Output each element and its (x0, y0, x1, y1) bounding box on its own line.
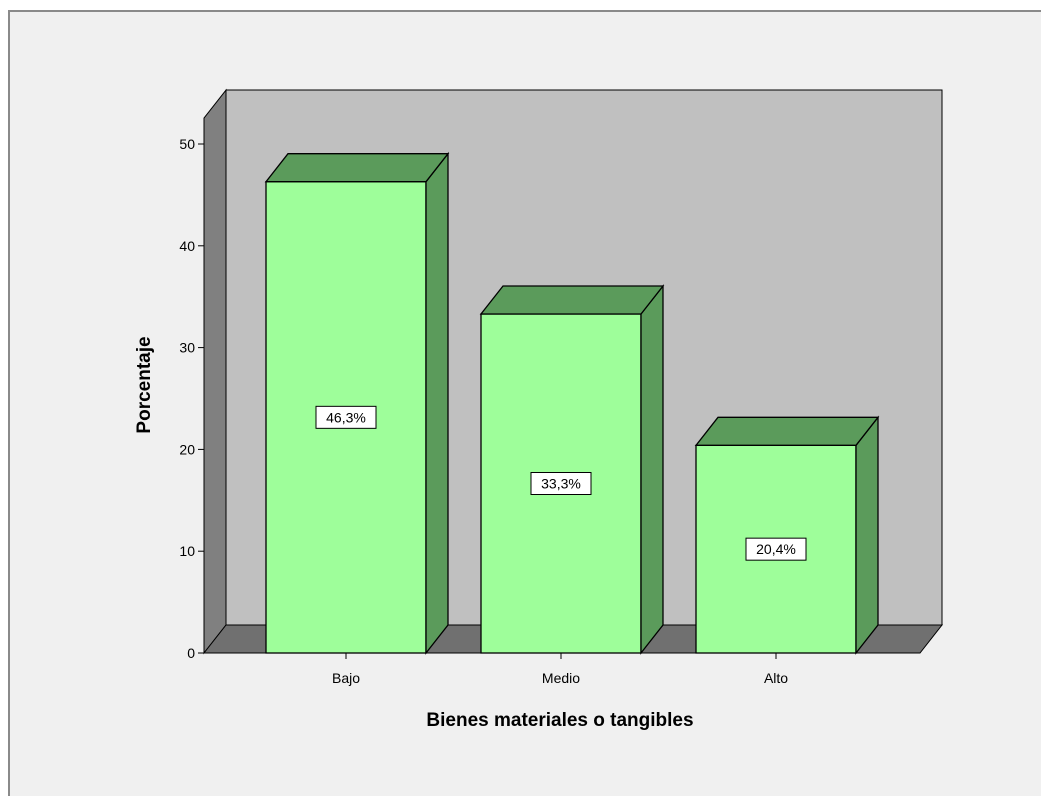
data-label: 46,3% (326, 409, 366, 425)
data-label-box (315, 405, 377, 429)
bar-top (694, 416, 880, 446)
data-label: 33,3% (541, 476, 581, 492)
y-tick-label: 0 (187, 645, 195, 661)
bar-alto (694, 415, 880, 655)
x-tick-label: Bajo (332, 670, 360, 686)
y-axis-title: Porcentaje (134, 336, 155, 433)
x-axis-title: Bienes materiales o tangibles (426, 710, 693, 731)
side-wall (203, 88, 227, 655)
data-label: 20,4% (756, 541, 796, 557)
bar-side (640, 284, 664, 655)
y-tick-label: 20 (179, 441, 195, 457)
bar-top (264, 153, 450, 183)
y-tick-label: 10 (179, 543, 195, 559)
bar-side (425, 151, 449, 655)
x-tick-label: Medio (542, 670, 580, 686)
bar-side (855, 415, 879, 655)
bar-top (479, 285, 665, 315)
bar-bajo (264, 151, 450, 655)
data-label-box (530, 472, 592, 496)
y-tick-label: 40 (179, 238, 195, 254)
bar-medio (479, 284, 665, 655)
y-tick-label: 50 (179, 136, 195, 152)
data-label-box (745, 537, 807, 561)
y-tick-label: 30 (179, 340, 195, 356)
chart-panel: 0 10 20 30 40 50 46,3% Bajo 33,3% Medio 20,4% Alto… (8, 10, 1041, 796)
bar-chart: 0 10 20 30 40 50 46,3% Bajo 33,3% Medio 20,4% Alto… (134, 88, 944, 731)
x-tick-label: Alto (764, 670, 788, 686)
